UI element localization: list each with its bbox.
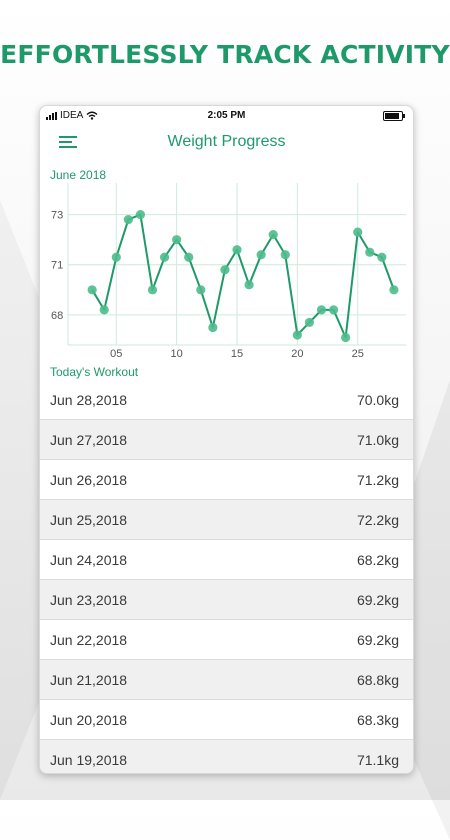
workout-date: Jun 19,2018 bbox=[50, 752, 128, 768]
workout-date: Jun 28,2018 bbox=[50, 392, 128, 408]
y-tick-label: 71 bbox=[51, 260, 63, 272]
data-point bbox=[147, 285, 158, 295]
app-bar: Weight Progress bbox=[40, 126, 413, 158]
data-point bbox=[123, 215, 133, 225]
battery-icon bbox=[383, 111, 405, 121]
data-point bbox=[111, 252, 121, 262]
status-time: 2:05 PM bbox=[207, 110, 246, 121]
data-point bbox=[87, 285, 97, 295]
workout-row[interactable]: Jun 26,2018 71.2kg bbox=[40, 460, 413, 500]
data-point bbox=[328, 305, 339, 315]
workout-weight: 70.0kg bbox=[356, 392, 399, 408]
data-point bbox=[256, 250, 266, 260]
carrier-name: IDEA bbox=[60, 110, 84, 121]
data-point bbox=[244, 280, 254, 290]
workout-row[interactable]: Jun 25,2018 72.2kg bbox=[40, 500, 413, 540]
x-tick-label: 20 bbox=[291, 348, 303, 360]
workout-date: Jun 26,2018 bbox=[50, 472, 128, 488]
workout-row[interactable]: Jun 23,2018 69.2kg bbox=[40, 580, 413, 620]
data-point bbox=[172, 235, 182, 245]
data-point bbox=[135, 209, 146, 220]
data-point bbox=[292, 330, 302, 340]
data-point bbox=[196, 285, 206, 295]
workout-row[interactable]: Jun 19,2018 71.1kg bbox=[40, 740, 413, 773]
workout-row[interactable]: Jun 20,2018 68.3kg bbox=[40, 700, 413, 740]
weight-series-line bbox=[91, 213, 395, 339]
workout-weight: 68.2kg bbox=[356, 552, 399, 568]
y-tick-label: 73 bbox=[51, 210, 63, 222]
x-tick-label: 25 bbox=[352, 348, 364, 360]
workout-date: Jun 22,2018 bbox=[50, 632, 128, 648]
data-point bbox=[353, 227, 363, 237]
workout-date: Jun 24,2018 bbox=[50, 552, 128, 568]
workout-weight: 71.0kg bbox=[356, 432, 399, 448]
signal-icon bbox=[46, 111, 57, 120]
battery-level bbox=[385, 113, 399, 119]
data-point bbox=[304, 317, 315, 328]
x-tick-label: 15 bbox=[231, 348, 243, 360]
wifi-icon bbox=[86, 111, 98, 120]
data-point bbox=[232, 245, 242, 255]
weight-chart: 73 71 68 05 10 15 20 25 bbox=[51, 183, 406, 360]
x-tick-label: 10 bbox=[171, 348, 183, 360]
workout-row[interactable]: Jun 22,2018 69.2kg bbox=[40, 620, 413, 660]
workout-weight: 69.2kg bbox=[356, 632, 399, 648]
hamburger-menu-icon[interactable] bbox=[59, 135, 77, 149]
workout-date: Jun 25,2018 bbox=[50, 512, 128, 528]
data-point bbox=[365, 247, 375, 257]
data-point bbox=[184, 252, 194, 262]
workout-weight: 68.3kg bbox=[356, 712, 399, 728]
data-point bbox=[389, 285, 399, 295]
x-tick-label: 05 bbox=[110, 348, 122, 360]
data-point bbox=[316, 305, 327, 315]
workout-weight: 71.2kg bbox=[356, 472, 399, 488]
workout-row[interactable]: Jun 28,2018 70.0kg bbox=[40, 380, 413, 420]
workout-weight: 71.1kg bbox=[356, 752, 399, 768]
data-point bbox=[268, 230, 278, 240]
workout-date: Jun 20,2018 bbox=[50, 712, 128, 728]
workout-section-label: Today's Workout bbox=[50, 365, 139, 379]
workout-row[interactable]: Jun 27,2018 71.0kg bbox=[40, 420, 413, 460]
status-left: IDEA bbox=[46, 110, 98, 121]
workout-weight: 72.2kg bbox=[356, 512, 399, 528]
workout-list: Jun 28,2018 70.0kg Jun 27,2018 71.0kg Jun 26… bbox=[40, 380, 413, 773]
data-point bbox=[208, 322, 218, 333]
chart-month-label: June 2018 bbox=[50, 168, 107, 182]
workout-row[interactable]: Jun 21,2018 68.8kg bbox=[40, 660, 413, 700]
workout-weight: 69.2kg bbox=[356, 592, 399, 608]
data-point bbox=[99, 305, 109, 315]
data-point bbox=[341, 332, 351, 343]
data-point bbox=[280, 250, 290, 260]
workout-date: Jun 21,2018 bbox=[50, 672, 128, 688]
page-title: Weight Progress bbox=[167, 133, 286, 150]
data-point bbox=[220, 265, 230, 275]
phone-screen: IDEA 2:05 PM Weight Progress June 2018 7… bbox=[39, 105, 414, 774]
workout-row[interactable]: Jun 24,2018 68.2kg bbox=[40, 540, 413, 580]
promo-headline: EFFORTLESSLY TRACK ACTIVITY bbox=[0, 40, 450, 69]
status-bar: IDEA 2:05 PM bbox=[40, 106, 413, 126]
workout-date: Jun 27,2018 bbox=[50, 432, 128, 448]
data-point bbox=[159, 252, 170, 262]
workout-date: Jun 23,2018 bbox=[50, 592, 128, 608]
workout-weight: 68.8kg bbox=[356, 672, 399, 688]
data-point bbox=[377, 252, 387, 262]
y-tick-label: 68 bbox=[51, 310, 63, 322]
